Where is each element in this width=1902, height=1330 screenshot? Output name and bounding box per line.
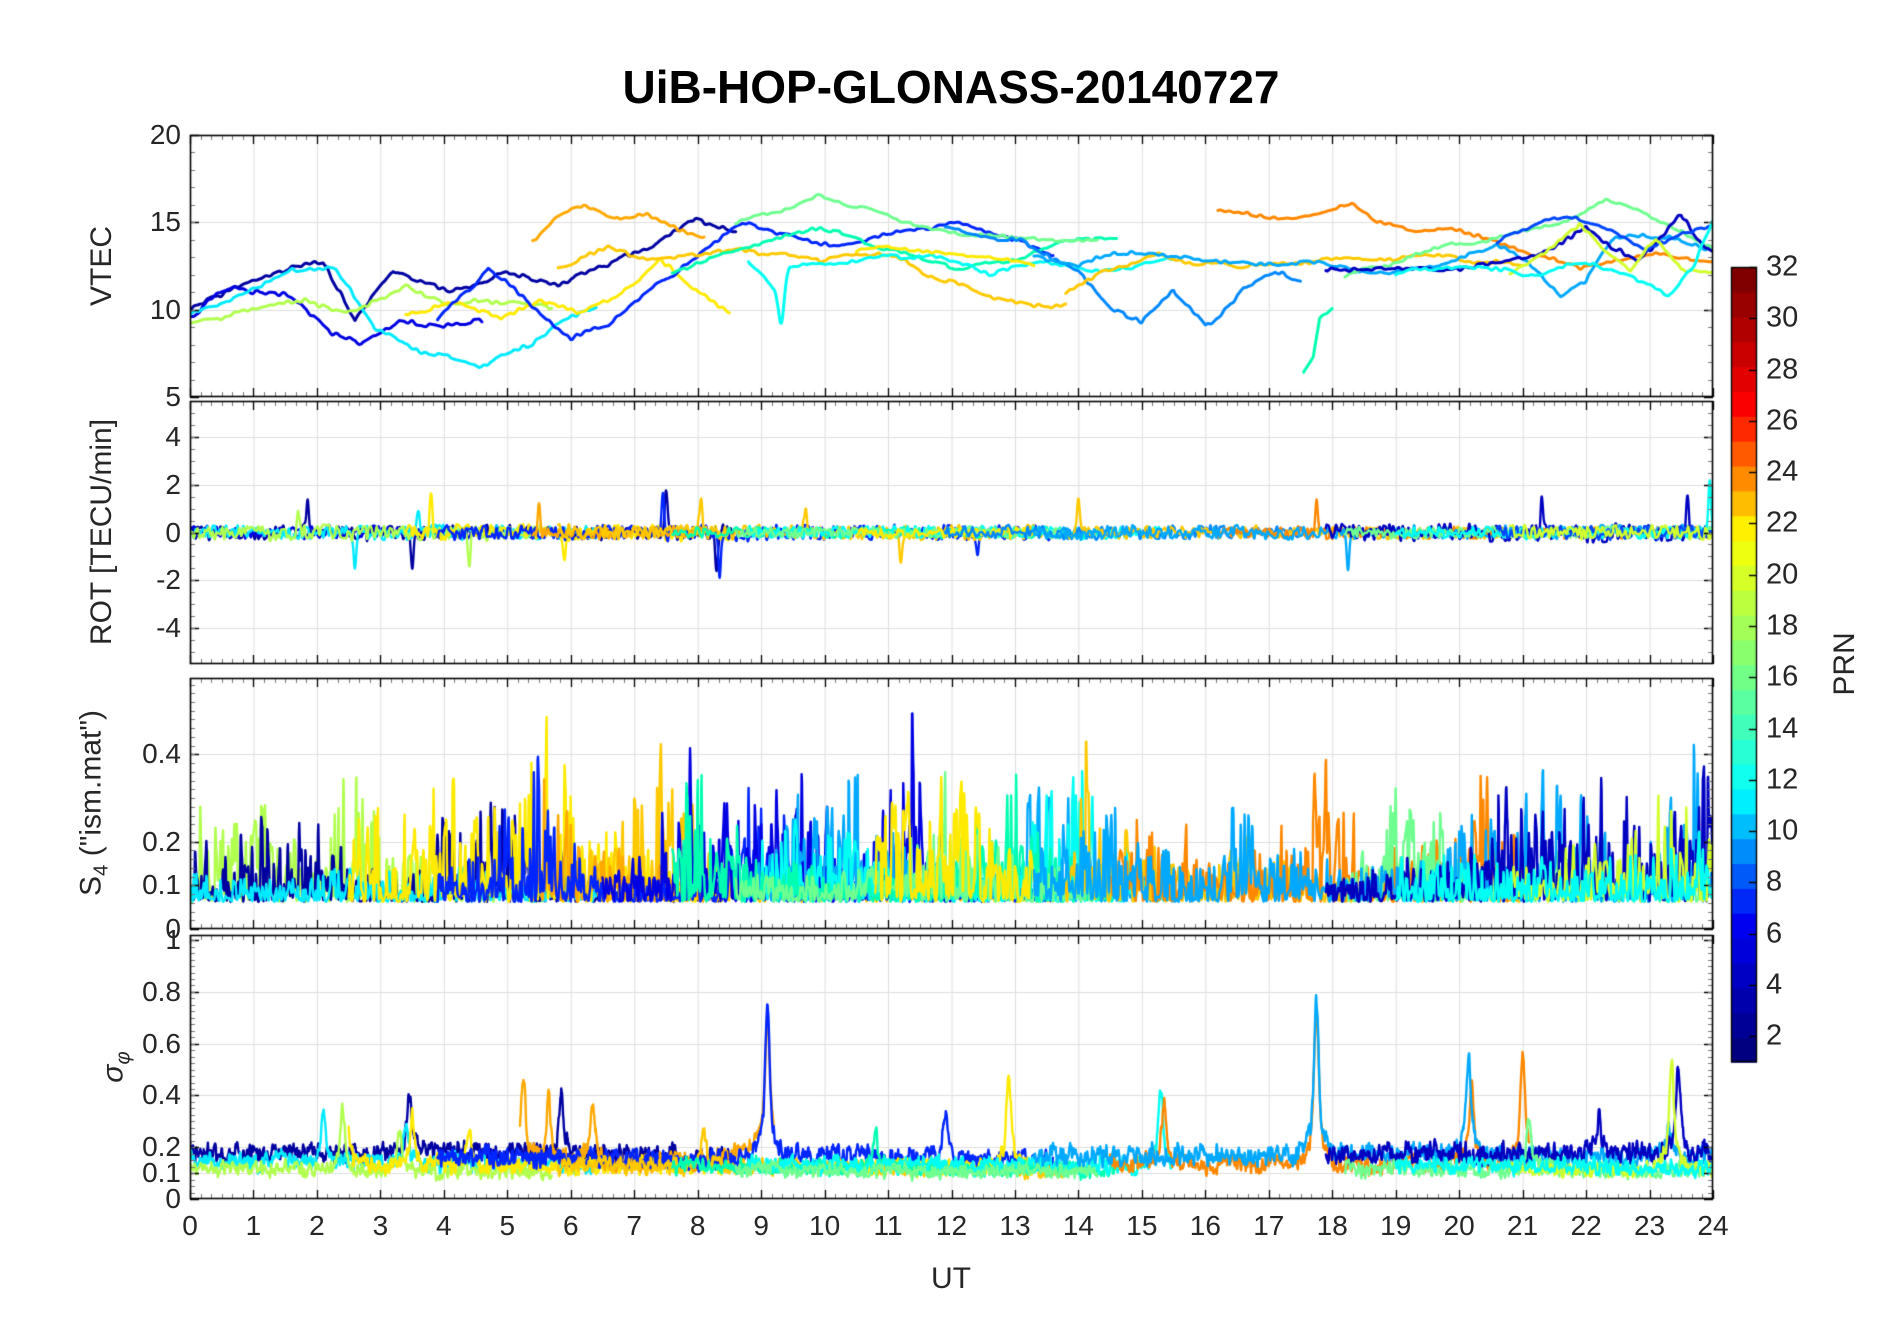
y-tick-label-sig: 0 (165, 1183, 181, 1214)
y-tick-label-sig: 0.1 (142, 1157, 181, 1189)
colorbar-tick-label: 8 (1766, 865, 1783, 898)
colorbar-tick-label: 6 (1766, 917, 1783, 950)
colorbar-tick-label: 10 (1766, 814, 1799, 847)
colorbar-tick-label: 22 (1766, 506, 1799, 539)
colorbar-tick-label: 18 (1766, 609, 1799, 642)
y-tick-label-rot: -4 (156, 612, 181, 644)
chart-title: UiB-HOP-GLONASS-20140727 (622, 61, 1280, 113)
colorbar-label: PRN (1828, 632, 1861, 696)
x-tick-label: 2 (309, 1210, 325, 1241)
y-tick-label-vtec: 20 (149, 119, 181, 150)
x-tick-label: 14 (1062, 1210, 1094, 1241)
colorbar-tick-label: 12 (1766, 763, 1799, 796)
colorbar-tick-label: 30 (1766, 301, 1799, 334)
x-axis-label: UT (931, 1262, 971, 1295)
x-tick-label: 11 (873, 1210, 903, 1241)
x-tick-label: 24 (1697, 1210, 1729, 1241)
y-tick-label-vtec: 10 (149, 293, 181, 325)
colorbar-tick-label: 4 (1766, 968, 1783, 1001)
colorbar-tick-label: 28 (1766, 353, 1799, 386)
s4-label-rest: ("ism.mat") (74, 710, 108, 865)
y-axis-label-s4: S4 ("ism.mat") (75, 710, 114, 896)
x-tick-label: 21 (1507, 1210, 1539, 1241)
x-tick-label: 19 (1380, 1210, 1412, 1241)
x-tick-label: 13 (999, 1210, 1031, 1241)
x-tick-label: 4 (436, 1210, 452, 1241)
y-axis-label-vtec: VTEC (85, 225, 118, 307)
colorbar-tick-label: 16 (1766, 660, 1799, 693)
x-tick-label: 22 (1570, 1210, 1602, 1241)
y-tick-label-sig: 0.2 (142, 1131, 181, 1163)
x-tick-label: 9 (753, 1210, 769, 1241)
y-tick-label-s4: 0 (165, 913, 181, 944)
x-tick-label: 0 (182, 1210, 198, 1241)
x-tick-label: 12 (935, 1210, 968, 1241)
colorbar-tick-label: 2 (1766, 1019, 1783, 1052)
y-tick-label-s4: 0.4 (142, 738, 181, 770)
colorbar-tick-label: 32 (1766, 250, 1799, 283)
y-tick-label-rot: -2 (156, 564, 181, 596)
x-tick-label: 20 (1443, 1210, 1475, 1241)
y-tick-label-rot: 0 (165, 516, 181, 548)
sigma-label-main: σ (96, 1064, 130, 1083)
x-tick-label: 8 (689, 1210, 706, 1241)
y-tick-label-rot: 2 (165, 468, 181, 500)
y-tick-label-sig: 1 (165, 924, 181, 956)
y-axis-label-sigma-phi: σφ (97, 1051, 136, 1082)
x-tick-label: 3 (372, 1210, 389, 1241)
x-tick-label: 10 (809, 1210, 841, 1241)
colorbar-tick-label: 26 (1766, 404, 1799, 437)
x-tick-label: 15 (1126, 1210, 1158, 1241)
x-tick-label: 1 (245, 1210, 262, 1241)
x-tick-label: 5 (499, 1210, 516, 1241)
colorbar-tick-label: 20 (1766, 558, 1799, 591)
s4-label-sub: 4 (90, 864, 113, 876)
x-tick-label: 7 (626, 1210, 642, 1241)
x-tick-label: 23 (1633, 1210, 1666, 1241)
y-tick-label-sig: 0.8 (142, 975, 181, 1007)
y-tick-label-sig: 0.4 (142, 1079, 181, 1111)
y-tick-label-vtec: 5 (165, 381, 181, 412)
y-tick-label-sig: 0.6 (142, 1027, 181, 1059)
y-tick-label-rot: 4 (165, 420, 181, 452)
x-tick-label: 17 (1253, 1210, 1285, 1241)
y-axis-label-rot: ROT [TECU/min] (85, 418, 118, 646)
s4-label-main: S (74, 875, 108, 896)
y-tick-label-vtec: 15 (149, 206, 181, 238)
x-tick-label: 16 (1189, 1210, 1221, 1241)
colorbar-tick-label: 14 (1766, 712, 1799, 745)
x-tick-label: 18 (1316, 1210, 1348, 1241)
y-tick-label-s4: 0.1 (142, 869, 181, 901)
x-tick-label: 6 (562, 1210, 579, 1241)
sigma-label-sub: φ (112, 1051, 135, 1065)
y-tick-label-s4: 0.2 (142, 825, 181, 857)
colorbar-tick-label: 24 (1766, 455, 1799, 488)
